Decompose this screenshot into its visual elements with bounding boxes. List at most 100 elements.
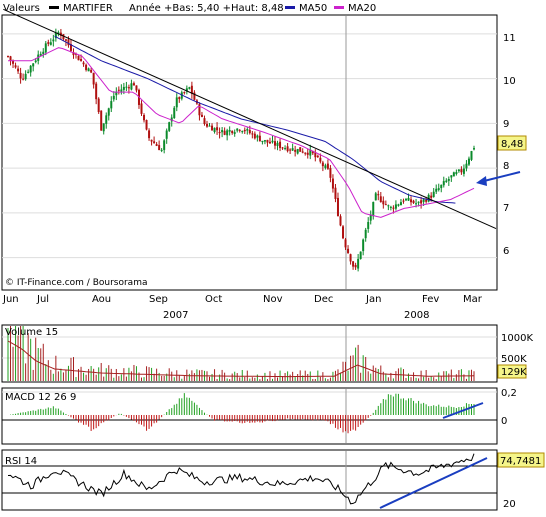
candle-body <box>324 165 327 168</box>
candle-body <box>155 144 158 146</box>
candle-body <box>377 194 380 196</box>
candle-body <box>422 199 425 202</box>
candle-body <box>284 148 287 150</box>
candle-body <box>296 148 299 154</box>
candle-body <box>357 258 360 269</box>
trendline <box>3 8 497 230</box>
candle-body <box>117 89 120 91</box>
candle-body <box>294 149 297 152</box>
month-label: Jun <box>2 294 19 305</box>
candle-body <box>258 135 261 142</box>
month-label: Dec <box>314 294 333 305</box>
candle-body <box>364 229 367 239</box>
candle-body <box>354 264 357 268</box>
candle-body <box>160 149 163 151</box>
candle-body <box>127 87 130 89</box>
macd-tick: 0 <box>501 416 507 427</box>
candle-body <box>402 200 405 202</box>
month-label: Fev <box>422 294 439 305</box>
candle-body <box>452 172 455 177</box>
candle-body <box>19 72 22 79</box>
candle-body <box>97 98 100 113</box>
volume-average-line <box>7 340 475 378</box>
candle-body <box>397 204 400 206</box>
candle-body <box>236 128 239 131</box>
credit: © IT-Finance.com / Boursorama <box>5 278 147 288</box>
candle-body <box>102 123 105 132</box>
candle-body <box>62 34 65 40</box>
candle-body <box>359 251 362 259</box>
candle-body <box>17 68 20 72</box>
candle-body <box>223 130 226 135</box>
candle-body <box>372 202 375 217</box>
candle-body <box>279 141 282 148</box>
candle-body <box>347 248 350 253</box>
price-tick: 7 <box>503 203 509 214</box>
candle-body <box>447 178 450 181</box>
candle-body <box>90 69 93 73</box>
candle-body <box>261 140 264 143</box>
month-label: Jul <box>36 294 49 305</box>
candle-body <box>407 197 410 201</box>
candle-body <box>52 39 55 42</box>
month-label: Mar <box>463 294 483 305</box>
candle-body <box>289 149 292 151</box>
candle-body <box>457 169 460 172</box>
candle-body <box>105 115 108 124</box>
candle-body <box>168 122 171 131</box>
candle-body <box>367 221 370 229</box>
macd-trend-annotation <box>442 402 484 419</box>
price-panel <box>1 14 498 291</box>
candle-body <box>135 85 138 91</box>
volume-panel <box>1 324 498 383</box>
candle-body <box>467 158 470 165</box>
candle-body <box>404 199 407 201</box>
month-label: Jan <box>365 294 381 305</box>
candle-body <box>175 97 178 108</box>
candle-body <box>268 141 271 144</box>
candle-body <box>145 120 148 130</box>
rsi-line <box>7 453 475 505</box>
candlestick-series <box>7 28 475 272</box>
candle-body <box>87 68 90 72</box>
candle-body <box>170 117 173 122</box>
candle-body <box>190 85 193 94</box>
candle-body <box>200 114 203 117</box>
candle-body <box>54 32 57 39</box>
candle-body <box>221 130 224 133</box>
candle-body <box>178 97 181 100</box>
candle-body <box>440 184 443 189</box>
candle-body <box>311 151 314 154</box>
candle-body <box>59 32 62 36</box>
candle-body <box>304 152 307 154</box>
candle-body <box>276 142 279 146</box>
candle-body <box>334 187 337 199</box>
candle-body <box>82 62 85 65</box>
candle-body <box>107 108 110 116</box>
price-tick: 6 <box>503 246 509 257</box>
candle-body <box>369 214 372 221</box>
year-label: 2008 <box>404 310 429 321</box>
candle-body <box>281 147 284 149</box>
rsi-trend-annotation <box>379 457 488 509</box>
candle-body <box>352 261 355 267</box>
last-price: 8,48 <box>501 139 523 150</box>
ma20-swatch <box>334 6 344 9</box>
price-tick: 10 <box>503 76 516 87</box>
candle-body <box>208 125 211 127</box>
candle-body <box>299 147 302 152</box>
candle-body <box>9 56 12 61</box>
candle-body <box>226 130 229 136</box>
candle-body <box>216 127 219 131</box>
candle-body <box>450 175 453 178</box>
candle-body <box>12 60 15 64</box>
candle-body <box>349 254 352 262</box>
candle-body <box>193 92 196 100</box>
macd-label: MACD 12 26 9 <box>5 392 76 403</box>
candle-body <box>140 103 143 114</box>
candle-body <box>392 207 395 209</box>
candle-body <box>445 180 448 182</box>
price-tick: 11 <box>503 33 516 44</box>
candle-body <box>80 59 83 61</box>
